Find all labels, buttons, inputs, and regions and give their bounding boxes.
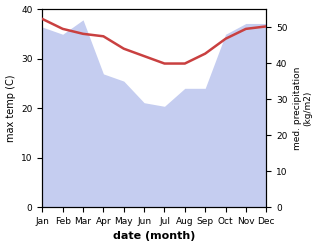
X-axis label: date (month): date (month)	[113, 231, 196, 242]
Y-axis label: med. precipitation
(kg/m2): med. precipitation (kg/m2)	[293, 66, 313, 150]
Y-axis label: max temp (C): max temp (C)	[5, 74, 16, 142]
